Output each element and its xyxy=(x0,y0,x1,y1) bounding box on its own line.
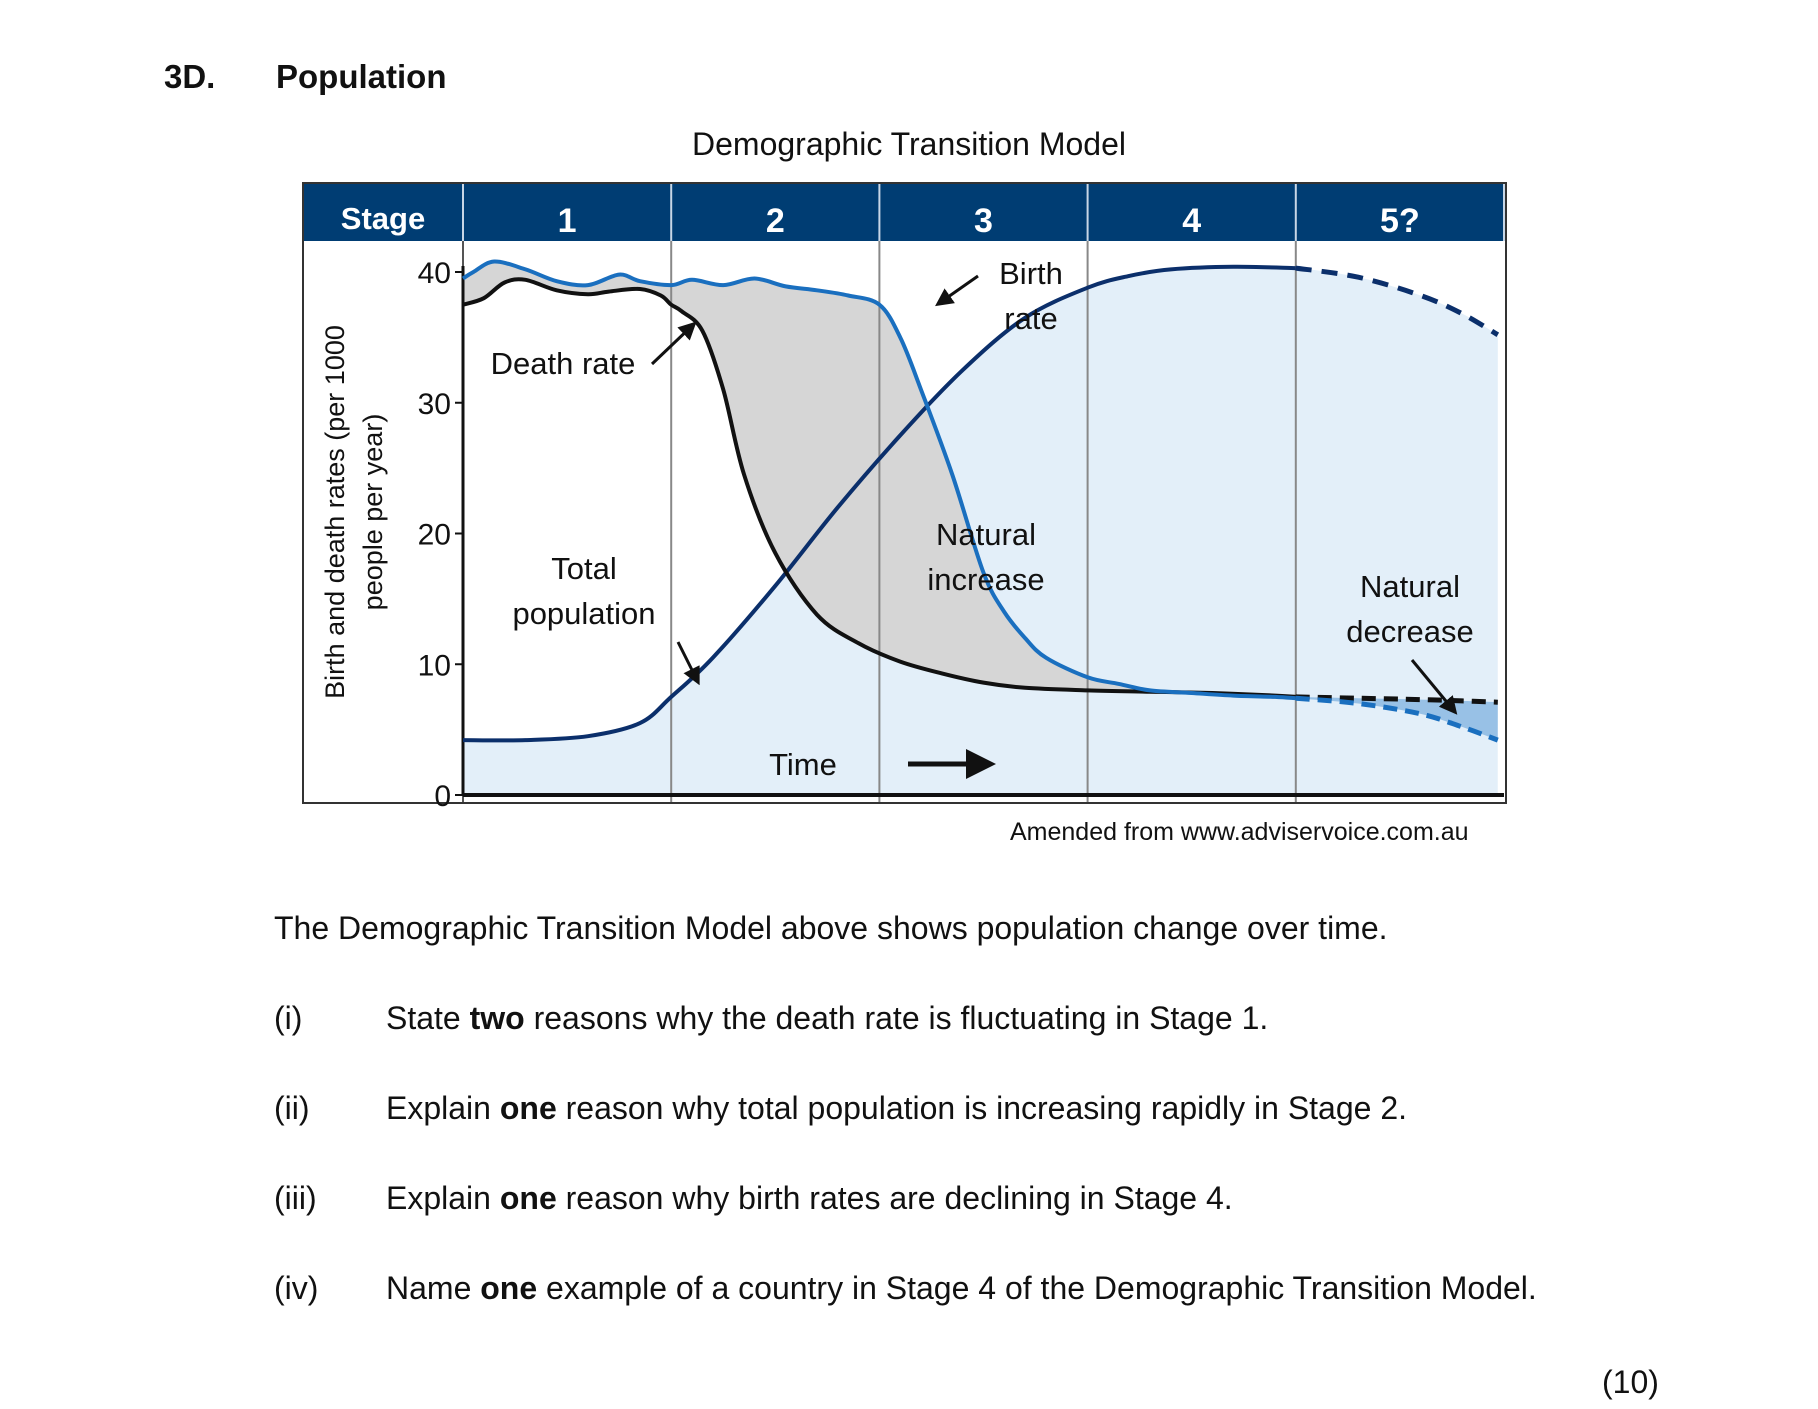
y-tick-label: 0 xyxy=(434,780,451,813)
stage-header-band xyxy=(303,183,1506,241)
total-population-annotation: Total xyxy=(551,551,616,586)
y-tick-label: 10 xyxy=(418,649,451,682)
total-population-projected-line xyxy=(1295,265,1500,337)
figure-source: Amended from www.adviservoice.com.au xyxy=(1010,818,1469,846)
question-title: Population xyxy=(276,58,447,95)
stage-header-label: Stage xyxy=(341,201,425,236)
death-rate-arrow xyxy=(650,321,697,366)
chart-frame xyxy=(302,182,1507,804)
y-tick-label: 20 xyxy=(418,519,451,552)
stage-number-label: 5? xyxy=(1380,202,1420,240)
total-population-area xyxy=(463,266,1498,795)
death-rate-annotation: Death rate xyxy=(491,346,636,381)
stage-number-label: 2 xyxy=(766,202,785,240)
stage-number-label: 4 xyxy=(1182,202,1201,240)
intro-text: The Demographic Transition Model above s… xyxy=(274,910,1388,946)
birth-rate-arrow xyxy=(935,274,979,307)
birth-rate-annotation: rate xyxy=(1004,301,1057,336)
question-item-text: Name one example of a country in Stage 4… xyxy=(386,1270,1537,1306)
y-axis-title: people per year) xyxy=(358,414,388,611)
question-item-text: State two reasons why the death rate is … xyxy=(386,1000,1269,1036)
question-number: 3D. xyxy=(164,58,216,95)
demographic-transition-chart: Stage 1 2 3 4 5? 0 10 20 30 40 Birth and death rate… xyxy=(302,182,1507,813)
figure-title: Demographic Transition Model xyxy=(692,126,1126,162)
x-axis-title: Time xyxy=(769,747,837,782)
death-rate-line xyxy=(462,277,1296,699)
y-tick-label: 40 xyxy=(418,257,451,290)
death-rate-projected-line xyxy=(1295,694,1498,705)
question-item-text: Explain one reason why birth rates are d… xyxy=(386,1180,1233,1216)
stage-number-label: 1 xyxy=(558,202,577,240)
birth-rate-annotation: Birth xyxy=(999,256,1063,291)
stage-number-label: 3 xyxy=(974,202,993,240)
y-axis-title: Birth and death rates (per 1000 xyxy=(320,325,350,699)
total-population-line xyxy=(462,264,1296,743)
natural-increase-annotation: increase xyxy=(927,562,1044,597)
marks-total: (10) xyxy=(1602,1364,1659,1400)
natural-decrease-annotation: Natural xyxy=(1360,569,1460,604)
birth-rate-projected-line xyxy=(1295,695,1499,743)
total-population-arrow xyxy=(676,641,700,686)
natural-decrease-annotation: decrease xyxy=(1346,614,1474,649)
y-tick-label: 30 xyxy=(418,388,451,421)
question-item-number: (i) xyxy=(274,1000,303,1036)
total-population-annotation: population xyxy=(512,596,655,631)
question-item-number: (ii) xyxy=(274,1090,310,1126)
question-item-number: (iv) xyxy=(274,1270,319,1306)
question-item-text: Explain one reason why total population … xyxy=(386,1090,1408,1126)
natural-decrease-arrow xyxy=(1410,659,1458,715)
natural-increase-annotation: Natural xyxy=(936,517,1036,552)
question-item-number: (iii) xyxy=(274,1180,317,1216)
birth-rate-line xyxy=(461,259,1296,701)
